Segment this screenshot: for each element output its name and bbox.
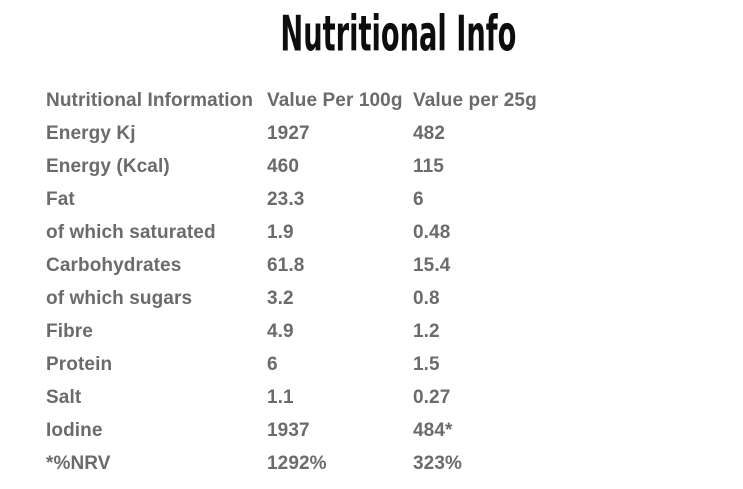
row-value-25g: 323% <box>413 452 462 474</box>
row-label: *%NRV <box>46 452 111 474</box>
row-label: Iodine <box>46 419 103 441</box>
row-value-25g: 15.4 <box>413 254 451 276</box>
page-title: Nutritional Info <box>280 5 517 64</box>
row-value-100g: 23.3 <box>267 188 305 210</box>
row-value-25g: 482 <box>413 122 446 144</box>
row-value-100g: 61.8 <box>267 254 305 276</box>
row-value-100g: 3.2 <box>267 287 294 309</box>
row-value-25g: 115 <box>413 155 444 177</box>
row-label: Fat <box>46 188 75 210</box>
row-value-100g: 1937 <box>267 419 310 441</box>
row-value-100g: 460 <box>267 155 300 177</box>
row-value-100g: 1292% <box>267 452 327 474</box>
row-label: Energy (Kcal) <box>46 155 170 177</box>
row-value-100g: 1927 <box>267 122 310 144</box>
row-label: Fibre <box>46 320 93 342</box>
header-col-nutrient: Nutritional Information <box>46 89 254 111</box>
nutrition-table: Nutritional Information Value Per 100g V… <box>46 84 706 480</box>
row-value-25g: 1.2 <box>413 320 440 342</box>
row-value-25g: 0.8 <box>413 287 440 309</box>
row-value-100g: 1.9 <box>267 221 294 243</box>
row-label: of which saturated <box>46 221 216 243</box>
row-value-25g: 484* <box>413 419 453 441</box>
row-label: Carbohydrates <box>46 254 182 276</box>
row-label: of which sugars <box>46 287 193 309</box>
row-value-25g: 0.48 <box>413 221 451 243</box>
row-value-100g: 4.9 <box>267 320 294 342</box>
row-label: Energy Kj <box>46 122 136 144</box>
page-title-container: Nutritional Info <box>0 5 743 64</box>
row-value-25g: 1.5 <box>413 353 440 375</box>
row-value-25g: 0.27 <box>413 386 451 408</box>
row-value-100g: 1.1 <box>267 386 294 408</box>
row-label: Salt <box>46 386 82 408</box>
row-value-25g: 6 <box>413 188 424 210</box>
header-col-per25g: Value per 25g <box>413 89 537 111</box>
row-label: Protein <box>46 353 113 375</box>
row-value-100g: 6 <box>267 353 278 375</box>
header-col-per100g: Value Per 100g <box>267 89 403 111</box>
